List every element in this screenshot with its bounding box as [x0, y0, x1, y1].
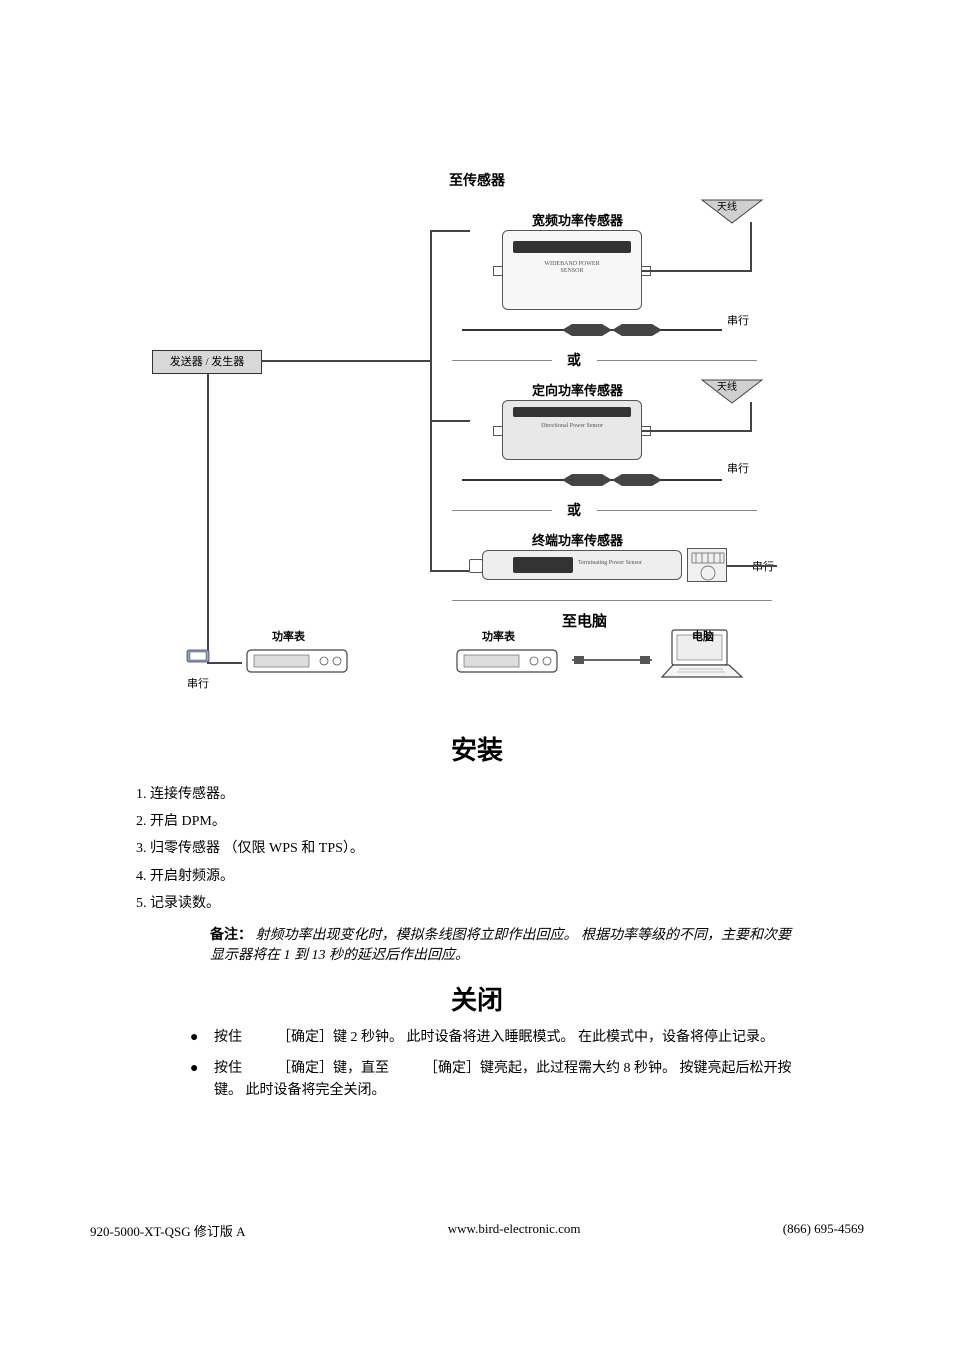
serial-cable-1 [462, 320, 722, 340]
power-meter-right [452, 640, 572, 680]
terminal-sensor-box: Terminating Power Sensor [482, 550, 682, 580]
serial-1-label: 串行 [727, 312, 749, 328]
off-title: 关闭 [90, 980, 864, 1017]
serial-2-label: 串行 [727, 460, 749, 476]
step-1: 连接传感器。 [150, 782, 864, 807]
directional-sensor-title: 定向功率传感器 [532, 380, 623, 399]
footer-doc-id: 920-5000-XT-QSG [90, 1224, 191, 1239]
to-sensor-label: 至传感器 [449, 170, 505, 190]
note-label: 备注： [210, 928, 252, 943]
antenna-2-label: 天线 [717, 378, 737, 393]
install-note: 备注： 射频功率出现变化时，模拟条线图将立即作出回应。 根据功率等级的不同，主要… [210, 926, 804, 965]
wideband-sensor-title: 宽频功率传感器 [532, 210, 623, 229]
usb-cable-icon [572, 650, 652, 670]
footer-left: 920-5000-XT-QSG 修订版 A [90, 1221, 246, 1240]
pc-label: 电脑 [692, 628, 714, 644]
terminal-sensor-title: 终端功率传感器 [532, 530, 623, 549]
power-meter-right-label: 功率表 [482, 628, 515, 644]
page-footer: 920-5000-XT-QSG 修订版 A www.bird-electroni… [90, 1221, 864, 1240]
wideband-sensor-box: WIDEBAND POWER SENSOR [502, 230, 642, 310]
transmitter-box: 发送器 / 发生器 [152, 350, 262, 374]
footer-rev: 修订版 A [194, 1224, 246, 1239]
install-title: 安装 [90, 730, 864, 767]
off-list: 按住 ［确定］键 2 秒钟。 此时设备将进入睡眠模式。 在此模式中，设备将停止记… [190, 1027, 804, 1102]
off-item-1: 按住 ［确定］键 2 秒钟。 此时设备将进入睡眠模式。 在此模式中，设备将停止记… [190, 1027, 804, 1049]
power-meter-left [242, 640, 362, 680]
off-item-2: 按住 ［确定］键，直至 ［确定］键亮起，此过程需大约 8 秒钟。 按键亮起后松开… [190, 1058, 804, 1103]
to-pc-label: 至电脑 [562, 610, 607, 631]
heatsink-icon [687, 548, 727, 582]
antenna-1-label: 天线 [717, 198, 737, 213]
footer-url: www.bird-electronic.com [448, 1221, 581, 1240]
step-2: 开启 DPM。 [150, 809, 864, 834]
directional-sensor-box: Directional Power Sensor [502, 400, 642, 460]
or-label-1: 或 [567, 350, 581, 370]
power-meter-left-label: 功率表 [272, 628, 305, 644]
install-steps: 连接传感器。 开启 DPM。 归零传感器 （仅限 WPS 和 TPS）。 开启射… [150, 782, 864, 916]
serial-cable-2 [462, 470, 722, 490]
or-label-2: 或 [567, 500, 581, 520]
footer-phone: (866) 695-4569 [783, 1221, 864, 1240]
note-text: 射频功率出现变化时，模拟条线图将立即作出回应。 根据功率等级的不同，主要和次要显… [210, 928, 791, 963]
connection-diagram: 至传感器 发送器 / 发生器 宽频功率传感器 WIDEBAND POWER SE… [152, 180, 802, 700]
step-3: 归零传感器 （仅限 WPS 和 TPS）。 [150, 836, 864, 861]
step-5: 记录读数。 [150, 891, 864, 916]
serial-out-label: 串行 [187, 675, 209, 691]
step-4: 开启射频源。 [150, 864, 864, 889]
